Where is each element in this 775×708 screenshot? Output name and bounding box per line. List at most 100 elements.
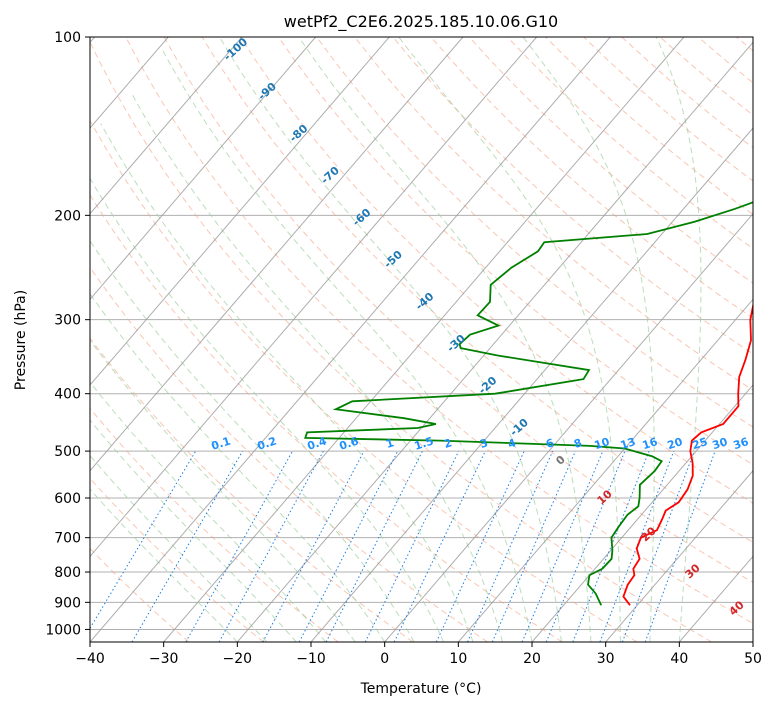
x-tick-label: −40 <box>75 651 105 667</box>
dewpoint-trace <box>304 201 753 606</box>
isotherm <box>678 555 753 642</box>
dry-adiabat <box>468 37 753 284</box>
x-tick-label: 20 <box>523 651 541 667</box>
dry-adiabat <box>430 37 753 319</box>
mixing-ratio-label: 16 <box>641 435 660 452</box>
mixing-ratio-label: 0.6 <box>338 434 361 452</box>
dry-adiabat <box>239 37 753 504</box>
plot-frame <box>89 36 754 643</box>
mixing-ratio-label: 8 <box>572 436 583 451</box>
mixing-ratio-label: 4 <box>506 436 518 451</box>
x-tick-label: 40 <box>670 651 688 667</box>
mixing-ratio-label: 20 <box>666 435 685 452</box>
moist-adiabat <box>90 454 268 642</box>
x-tick-label: 50 <box>744 651 762 667</box>
moist-adiabat <box>100 123 474 642</box>
dry-adiabat <box>735 37 753 52</box>
y-tick-label: 600 <box>54 491 81 507</box>
mixing-ratio-line <box>131 450 244 642</box>
mixing-ratio-line <box>521 450 604 642</box>
mixing-ratio-line <box>545 450 626 642</box>
isotherm-label: -30 <box>444 332 468 355</box>
mixing-ratio-line <box>621 450 695 642</box>
mixing-ratio-label: 3 <box>478 436 489 451</box>
x-axis-label: Temperature (°C) <box>360 681 482 697</box>
moist-adiabat <box>522 37 655 642</box>
isotherm-label: 30 <box>683 561 703 581</box>
isotherm <box>90 37 243 215</box>
mixing-ratio-line <box>467 450 554 642</box>
moist-adiabat <box>90 293 386 642</box>
isotherm <box>531 384 753 642</box>
isotherm <box>90 37 611 642</box>
isotherm <box>90 37 538 558</box>
dry-adiabat <box>507 37 753 250</box>
dry-adiabat <box>90 407 339 642</box>
moist-adiabat <box>298 37 592 642</box>
y-tick-label: 800 <box>54 565 81 581</box>
mixing-ratio-label: 0.1 <box>210 434 233 452</box>
dry-adiabat <box>90 477 264 642</box>
x-tick-label: 10 <box>449 651 467 667</box>
mixing-ratio-line <box>491 450 576 642</box>
temperature-trace <box>622 301 753 606</box>
mixing-ratio-line <box>364 450 460 642</box>
mixing-ratio-line <box>90 450 197 630</box>
isotherm <box>90 37 390 386</box>
dry-adiabat <box>392 37 753 355</box>
isotherm-label: -100 <box>221 35 250 63</box>
y-tick-label: 700 <box>54 531 81 547</box>
y-tick-label: 400 <box>54 387 81 403</box>
x-tick-label: 30 <box>597 651 615 667</box>
y-axis-label: Pressure (hPa) <box>13 290 29 390</box>
dry-adiabat <box>163 37 753 583</box>
dry-adiabat <box>90 194 563 642</box>
isotherm <box>457 298 753 642</box>
isotherm <box>163 37 685 642</box>
mixing-ratio-line <box>393 450 486 642</box>
mixing-ratio-label: 6 <box>544 436 556 451</box>
isotherm-label: -10 <box>507 416 531 439</box>
moist-adiabat <box>90 419 297 642</box>
isotherm <box>752 641 753 642</box>
dry-adiabat <box>90 337 414 642</box>
mixing-ratio-label: 0.4 <box>306 434 329 452</box>
isotherm-label: -50 <box>381 248 405 271</box>
moist-adiabat <box>131 94 503 642</box>
x-tick-label: 0 <box>380 651 389 667</box>
y-tick-label: 1000 <box>45 622 81 638</box>
mixing-ratio-line <box>435 450 525 642</box>
isotherm <box>605 469 753 642</box>
moist-adiabat <box>161 49 533 642</box>
mixing-ratio-label: 10 <box>593 435 612 452</box>
isotherm <box>90 37 464 472</box>
isotherm-label: 20 <box>639 524 659 544</box>
mixing-ratio-line <box>644 450 716 642</box>
mixing-ratio-label: 36 <box>732 435 751 452</box>
isotherm-label: 0 <box>553 453 568 468</box>
dry-adiabat <box>659 37 753 116</box>
x-tick-label: −20 <box>223 651 253 667</box>
y-tick-label: 900 <box>54 595 81 611</box>
isotherm-label: 10 <box>595 487 615 507</box>
x-tick-label: −30 <box>149 651 179 667</box>
mixing-ratio-label: 30 <box>711 435 730 452</box>
isotherm <box>384 212 753 642</box>
moist-adiabat <box>90 339 356 642</box>
moist-adiabat <box>90 177 445 642</box>
dry-adiabat <box>316 37 753 428</box>
dry-adiabat <box>545 37 753 216</box>
mixing-ratio-label: 1 <box>384 436 395 451</box>
y-tick-label: 100 <box>54 30 81 46</box>
mixing-ratio-label: 25 <box>691 435 710 452</box>
dry-adiabat <box>201 37 753 543</box>
isotherm-label: -70 <box>318 164 342 187</box>
isotherm <box>90 37 317 301</box>
dry-adiabat <box>90 119 638 642</box>
moist-adiabat <box>398 37 621 642</box>
dry-adiabat <box>90 547 190 642</box>
moist-adiabat <box>655 37 702 642</box>
isotherm <box>310 127 753 642</box>
dry-adiabat <box>90 266 488 642</box>
